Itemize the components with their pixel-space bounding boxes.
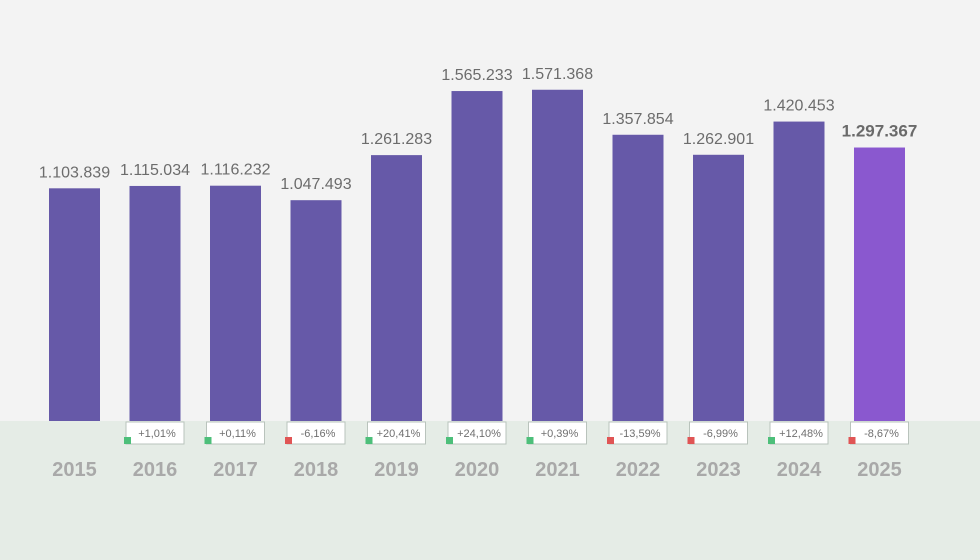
bar <box>854 147 905 422</box>
change-badge: +0,39% <box>526 421 587 445</box>
change-label: -6,99% <box>703 428 738 440</box>
x-tick-label: 2020 <box>455 459 500 481</box>
data-label: 1.565.233 <box>441 67 512 84</box>
change-badge: -6,99% <box>687 421 748 445</box>
x-tick-label: 2016 <box>133 459 178 481</box>
data-label: 1.297.367 <box>842 122 918 141</box>
bar <box>129 185 181 421</box>
change-indicator-icon <box>848 437 856 444</box>
bar <box>612 134 664 421</box>
data-label: 1.103.839 <box>39 164 110 181</box>
change-label: +20,41% <box>377 428 421 440</box>
change-badge: +12,48% <box>768 421 829 445</box>
data-label: 1.357.854 <box>602 111 673 128</box>
x-tick-label: 2025 <box>857 459 902 481</box>
change-indicator-icon <box>365 437 373 444</box>
change-badge-box <box>286 421 346 445</box>
x-tick-label: 2021 <box>535 459 580 481</box>
data-label: 1.571.368 <box>522 66 593 83</box>
x-tick-label: 2022 <box>616 459 661 481</box>
bar <box>693 154 744 422</box>
bar <box>451 91 503 421</box>
change-label: +24,10% <box>457 428 501 440</box>
bar <box>532 89 583 422</box>
change-badge-box <box>206 421 265 445</box>
change-badge: +1,01% <box>124 421 185 445</box>
change-indicator-icon <box>768 437 775 444</box>
change-indicator-icon <box>124 437 131 444</box>
change-label: +0,39% <box>541 428 579 440</box>
change-label: +0,11% <box>219 428 256 440</box>
x-tick-label: 2024 <box>777 459 822 481</box>
data-label: 1.261.283 <box>361 131 432 148</box>
change-label: +1,01% <box>138 428 176 440</box>
change-badge-box <box>447 421 507 445</box>
change-badge-box <box>769 421 829 445</box>
data-label: 1.420.453 <box>763 98 834 115</box>
bar <box>773 121 825 421</box>
change-indicator-icon <box>285 437 292 444</box>
change-label: -8,67% <box>864 428 899 440</box>
change-indicator-icon <box>204 437 212 444</box>
change-label: -6,16% <box>301 428 336 440</box>
change-indicator-icon <box>446 437 453 444</box>
data-label: 1.047.493 <box>280 176 351 193</box>
change-badge-box <box>608 421 668 445</box>
x-tick-label: 2019 <box>374 459 419 481</box>
change-badge-box <box>850 421 909 445</box>
change-badge: +20,41% <box>365 421 426 445</box>
change-label: -13,59% <box>620 428 661 440</box>
change-badge: +24,10% <box>446 421 507 445</box>
data-label: 1.115.034 <box>120 162 190 179</box>
change-badge: +0,11% <box>204 421 265 445</box>
change-badge-box <box>367 421 426 445</box>
change-badge: -6,16% <box>285 421 346 445</box>
x-tick-label: 2015 <box>52 459 97 481</box>
bar <box>371 155 422 422</box>
x-tick-label: 2023 <box>696 459 741 481</box>
change-badge-box <box>528 421 587 445</box>
bar <box>290 200 342 421</box>
change-badge-box <box>125 421 185 445</box>
change-label: +12,48% <box>779 428 823 440</box>
x-tick-label: 2018 <box>294 459 339 481</box>
change-badge: -8,67% <box>848 421 909 445</box>
change-indicator-icon <box>687 437 695 444</box>
change-badge-box <box>689 421 748 445</box>
data-label: 1.116.232 <box>201 162 271 179</box>
change-indicator-icon <box>526 437 534 444</box>
x-tick-label: 2017 <box>213 459 258 481</box>
data-label: 1.262.901 <box>683 131 754 148</box>
change-badge: -13,59% <box>607 421 668 445</box>
bar <box>49 188 100 421</box>
bar <box>210 185 261 421</box>
change-indicator-icon <box>607 437 614 444</box>
